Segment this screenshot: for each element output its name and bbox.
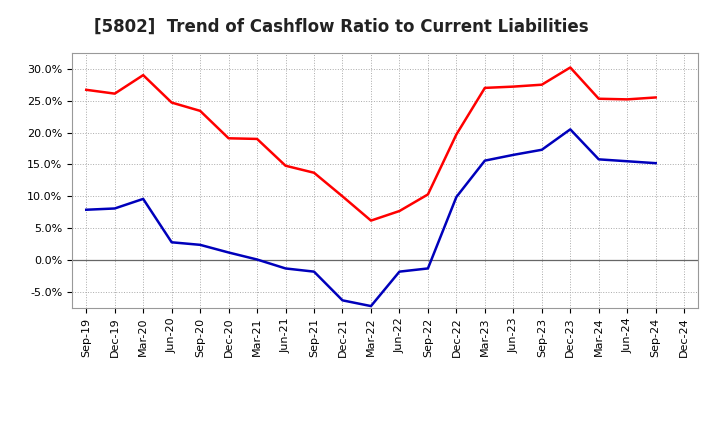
Free CF to Current Liabilities xyxy=(395,269,404,274)
Operating CF to Current Liabilities xyxy=(537,82,546,87)
Free CF to Current Liabilities xyxy=(623,159,631,164)
Free CF to Current Liabilities xyxy=(480,158,489,163)
Free CF to Current Liabilities xyxy=(253,257,261,262)
Free CF to Current Liabilities xyxy=(282,266,290,271)
Free CF to Current Liabilities xyxy=(110,206,119,211)
Line: Free CF to Current Liabilities: Free CF to Current Liabilities xyxy=(86,129,656,306)
Operating CF to Current Liabilities xyxy=(225,136,233,141)
Free CF to Current Liabilities xyxy=(167,240,176,245)
Free CF to Current Liabilities xyxy=(452,194,461,200)
Operating CF to Current Liabilities xyxy=(338,194,347,199)
Free CF to Current Liabilities xyxy=(566,127,575,132)
Operating CF to Current Liabilities xyxy=(253,136,261,142)
Operating CF to Current Liabilities xyxy=(623,97,631,102)
Operating CF to Current Liabilities xyxy=(310,170,318,176)
Operating CF to Current Liabilities xyxy=(652,95,660,100)
Free CF to Current Liabilities xyxy=(652,161,660,166)
Operating CF to Current Liabilities xyxy=(167,100,176,105)
Operating CF to Current Liabilities xyxy=(595,96,603,101)
Operating CF to Current Liabilities xyxy=(82,87,91,92)
Operating CF to Current Liabilities xyxy=(110,91,119,96)
Free CF to Current Liabilities xyxy=(82,207,91,213)
Text: [5802]  Trend of Cashflow Ratio to Current Liabilities: [5802] Trend of Cashflow Ratio to Curren… xyxy=(94,18,588,36)
Free CF to Current Liabilities xyxy=(366,304,375,309)
Free CF to Current Liabilities xyxy=(225,250,233,255)
Free CF to Current Liabilities xyxy=(310,269,318,274)
Free CF to Current Liabilities xyxy=(509,152,518,158)
Operating CF to Current Liabilities xyxy=(366,218,375,223)
Free CF to Current Liabilities xyxy=(338,298,347,303)
Operating CF to Current Liabilities xyxy=(423,192,432,197)
Operating CF to Current Liabilities xyxy=(509,84,518,89)
Operating CF to Current Liabilities xyxy=(395,209,404,214)
Operating CF to Current Liabilities xyxy=(480,85,489,91)
Operating CF to Current Liabilities xyxy=(196,108,204,114)
Operating CF to Current Liabilities xyxy=(566,65,575,70)
Free CF to Current Liabilities xyxy=(537,147,546,152)
Operating CF to Current Liabilities xyxy=(139,73,148,78)
Free CF to Current Liabilities xyxy=(423,266,432,271)
Free CF to Current Liabilities xyxy=(196,242,204,247)
Free CF to Current Liabilities xyxy=(595,157,603,162)
Operating CF to Current Liabilities xyxy=(452,132,461,137)
Operating CF to Current Liabilities xyxy=(282,163,290,169)
Line: Operating CF to Current Liabilities: Operating CF to Current Liabilities xyxy=(86,67,656,220)
Free CF to Current Liabilities xyxy=(139,196,148,202)
